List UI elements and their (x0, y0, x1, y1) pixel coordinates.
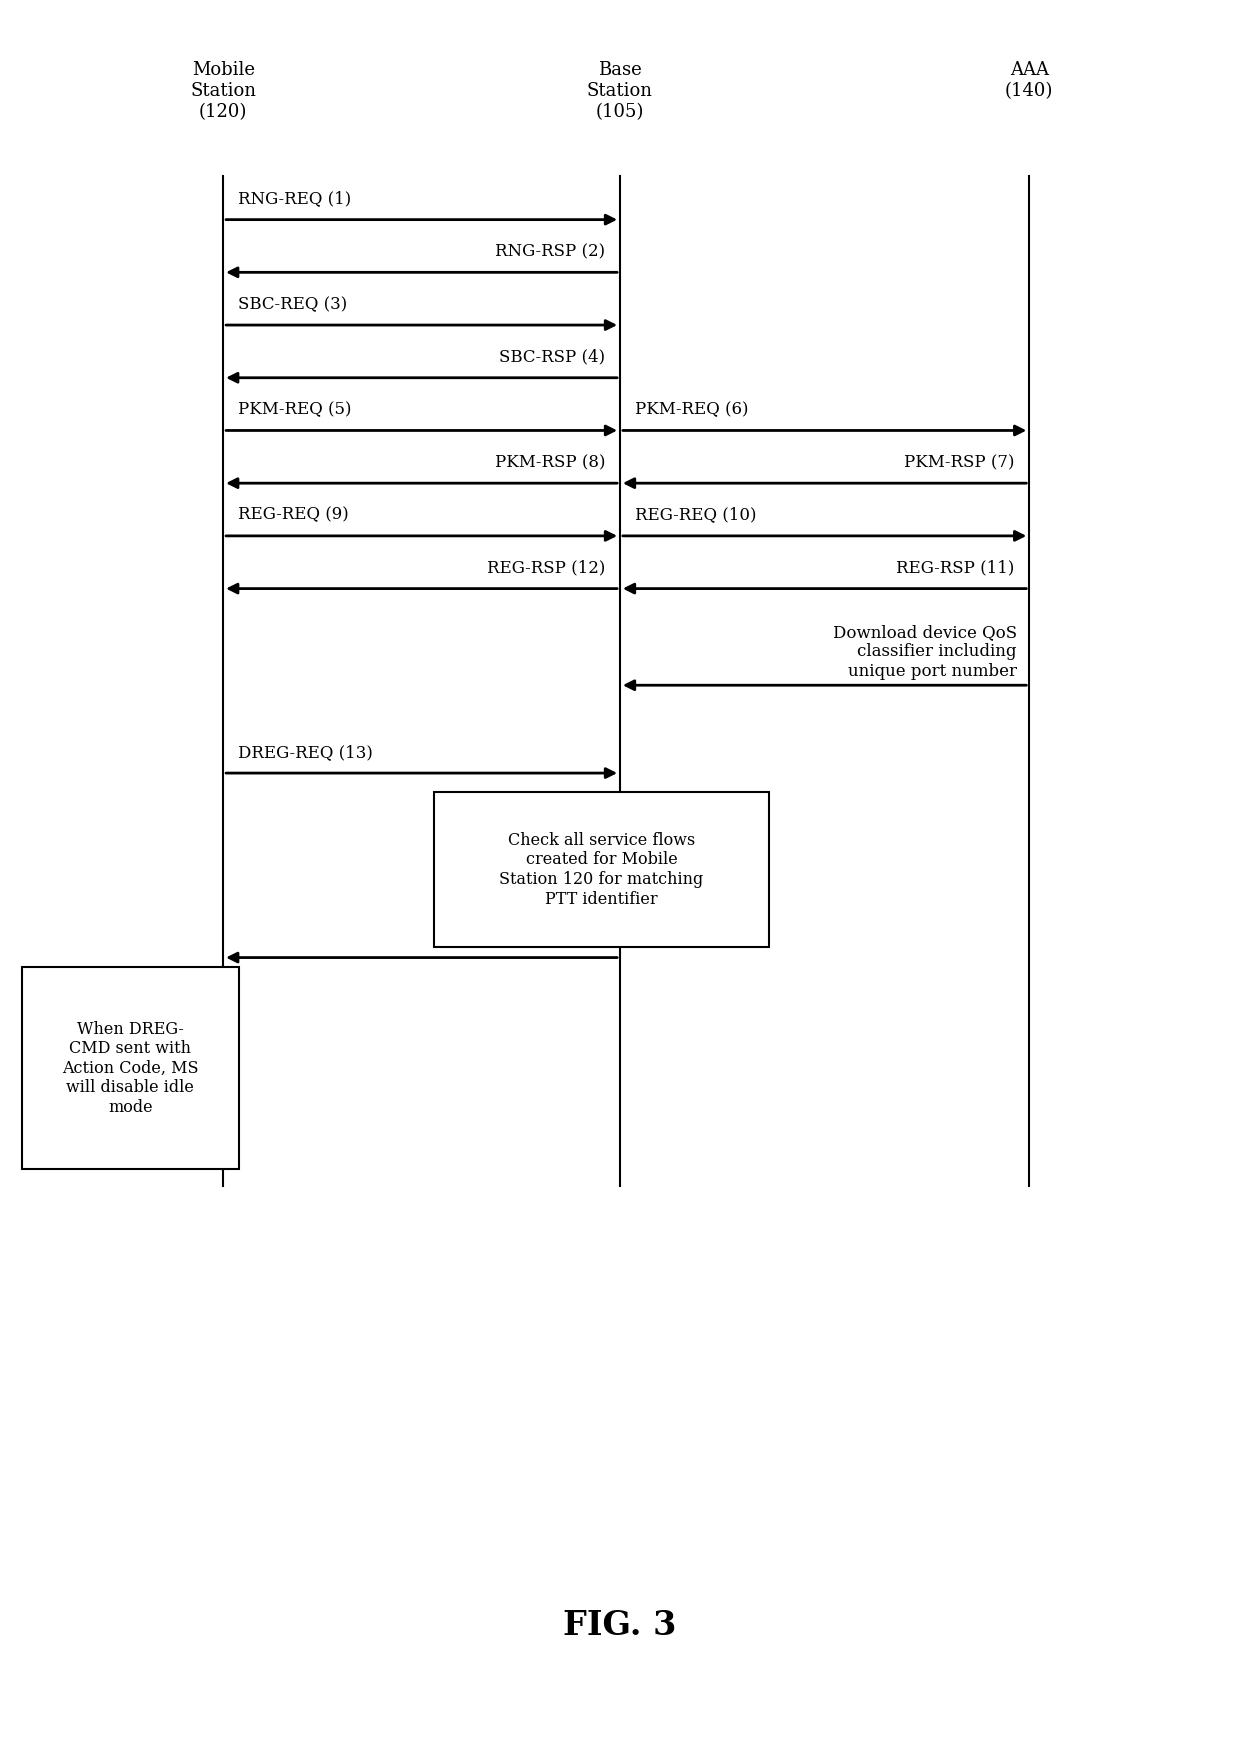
Text: Check all service flows
created for Mobile
Station 120 for matching
PTT identifi: Check all service flows created for Mobi… (500, 831, 703, 908)
Text: AAA
(140): AAA (140) (1004, 61, 1054, 100)
Text: FIG. 3: FIG. 3 (563, 1609, 677, 1641)
Text: Base
Station
(105): Base Station (105) (587, 61, 653, 121)
Text: Mobile
Station
(120): Mobile Station (120) (190, 61, 257, 121)
Text: REG-RSP (12): REG-RSP (12) (487, 559, 605, 576)
Text: DREG-REQ (13): DREG-REQ (13) (238, 743, 373, 761)
FancyBboxPatch shape (22, 966, 238, 1170)
Text: REG-REQ (10): REG-REQ (10) (635, 506, 756, 524)
Text: REG-REQ (9): REG-REQ (9) (238, 506, 348, 524)
Text: When DREG-
CMD sent with
Action Code, MS
will disable idle
mode: When DREG- CMD sent with Action Code, MS… (62, 1021, 198, 1116)
FancyBboxPatch shape (434, 792, 769, 947)
Text: SBC-REQ (3): SBC-REQ (3) (238, 295, 347, 313)
Text: Download device QoS
classifier including
unique port number: Download device QoS classifier including… (833, 624, 1017, 680)
Text: PKM-REQ (5): PKM-REQ (5) (238, 401, 352, 418)
Text: PKM-REQ (6): PKM-REQ (6) (635, 401, 749, 418)
Text: PKM-RSP (8): PKM-RSP (8) (495, 453, 605, 471)
Text: RNG-REQ (1): RNG-REQ (1) (238, 190, 351, 207)
Text: REG-RSP (11): REG-RSP (11) (897, 559, 1014, 576)
Text: DREG-CMD (14): DREG-CMD (14) (465, 928, 605, 945)
Text: PKM-RSP (7): PKM-RSP (7) (904, 453, 1014, 471)
Text: RNG-RSP (2): RNG-RSP (2) (495, 242, 605, 260)
Text: SBC-RSP (4): SBC-RSP (4) (498, 348, 605, 365)
